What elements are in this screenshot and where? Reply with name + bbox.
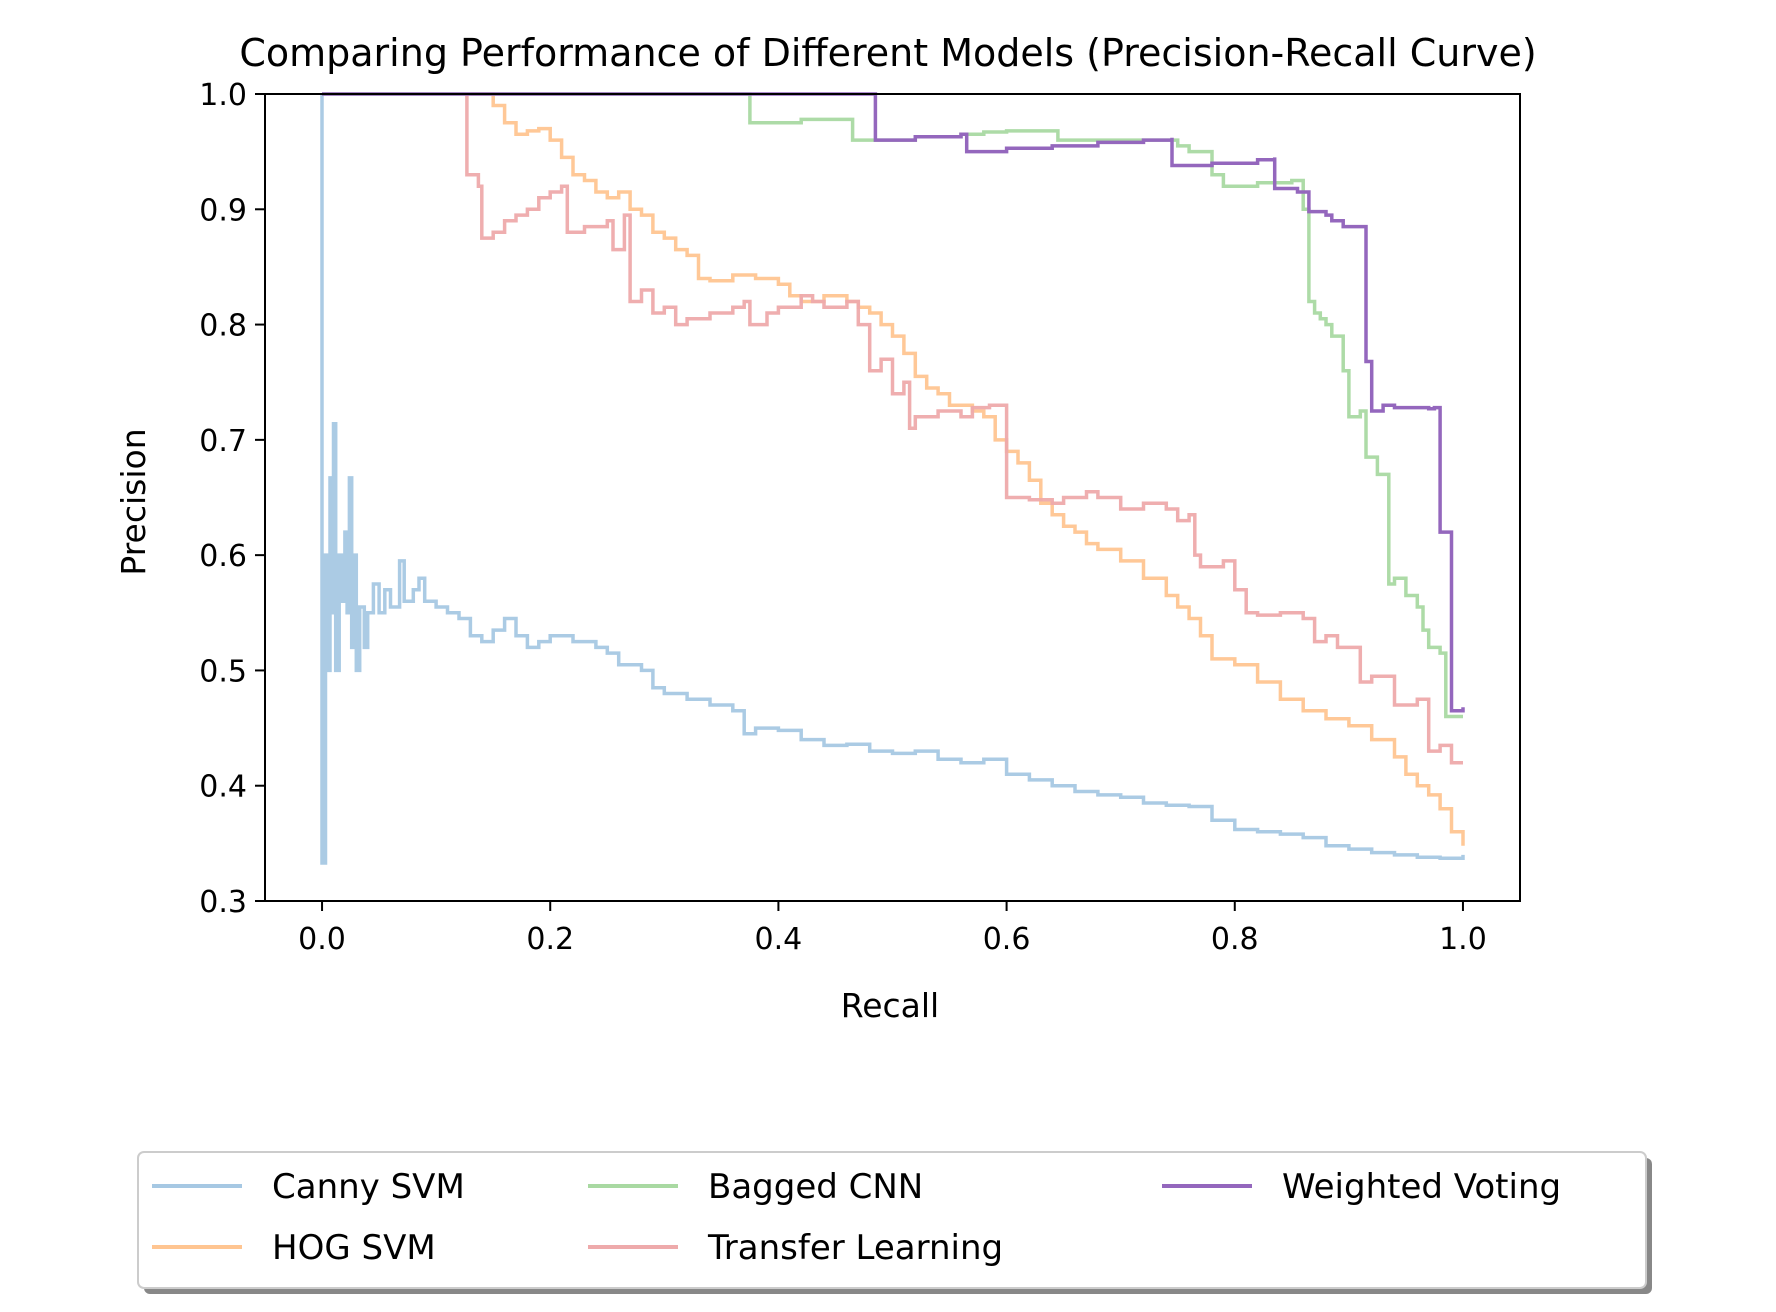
series-line-transfer-learning bbox=[465, 94, 1463, 765]
legend-entry-canny-svm: Canny SVM bbox=[152, 1167, 465, 1207]
x-tick-label: 1.0 bbox=[1439, 922, 1487, 957]
y-tick-label: 0.4 bbox=[199, 770, 247, 805]
x-tick-label: 0.6 bbox=[983, 922, 1031, 957]
legend-label: HOG SVM bbox=[272, 1228, 436, 1268]
y-axis-label: Precision bbox=[114, 428, 153, 575]
plot-frame bbox=[264, 93, 1521, 902]
series-line-weighted-voting bbox=[322, 92, 1465, 713]
y-tick-label: 0.8 bbox=[199, 309, 247, 344]
y-tick-label: 0.5 bbox=[199, 654, 247, 689]
y-tick-label: 0.9 bbox=[199, 193, 247, 228]
x-tick-label: 0.2 bbox=[526, 922, 574, 957]
legend-label: Bagged CNN bbox=[708, 1167, 923, 1207]
legend-entry-transfer-learning: Transfer Learning bbox=[588, 1228, 1003, 1268]
series-line-hog-svm bbox=[470, 92, 1465, 846]
plot-background bbox=[265, 94, 1520, 901]
chart-title: Comparing Performance of Different Model… bbox=[239, 31, 1536, 75]
legend-box bbox=[137, 1151, 1647, 1289]
legend-entry-weighted-voting: Weighted Voting bbox=[1162, 1167, 1561, 1207]
legend-label: Transfer Learning bbox=[707, 1228, 1003, 1268]
y-tick-label: 0.6 bbox=[199, 539, 247, 574]
legend: Canny SVM HOG SVM Bagged CNN Transfer Learn… bbox=[137, 1151, 1652, 1294]
legend-label: Weighted Voting bbox=[1282, 1167, 1561, 1207]
legend-entries: Canny SVM HOG SVM Bagged CNN Transfer Learn… bbox=[152, 1167, 1561, 1268]
series-layer bbox=[320, 92, 1465, 865]
x-tick-label: 0.4 bbox=[755, 922, 803, 957]
x-axis-label: Recall bbox=[841, 986, 939, 1025]
plot-area bbox=[264, 92, 1521, 902]
y-tick-label: 0.7 bbox=[199, 424, 247, 459]
series-line-canny-svm bbox=[320, 94, 1465, 865]
x-axis-ticks: 0.0 0.2 0.4 0.6 0.8 1.0 bbox=[298, 901, 1487, 957]
x-tick-label: 0.0 bbox=[298, 922, 346, 957]
y-tick-label: 0.3 bbox=[199, 885, 247, 920]
y-tick-label: 1.0 bbox=[199, 78, 247, 113]
x-tick-label: 0.8 bbox=[1211, 922, 1259, 957]
legend-entry-bagged-cnn: Bagged CNN bbox=[588, 1167, 923, 1207]
y-axis-ticks: 0.3 0.4 0.5 0.6 0.7 0.8 0.9 1.0 bbox=[199, 78, 265, 920]
legend-entry-hog-svm: HOG SVM bbox=[152, 1228, 436, 1268]
legend-label: Canny SVM bbox=[272, 1167, 465, 1207]
